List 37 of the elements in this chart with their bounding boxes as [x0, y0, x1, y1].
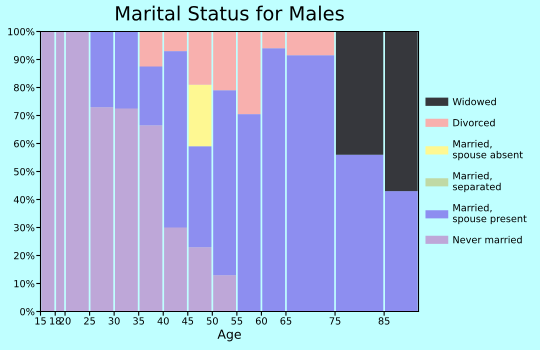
x-tick-label: 65 — [280, 317, 292, 325]
x-tick-label: 20 — [60, 317, 71, 325]
y-tick-label: 90% — [14, 56, 34, 64]
y-tick-label: 60% — [14, 140, 34, 148]
x-tick-label: 85 — [378, 317, 390, 325]
x-tick-label: 18 — [50, 317, 61, 325]
x-tick-label: 60 — [256, 317, 267, 325]
y-tick-label: 40% — [14, 196, 34, 204]
x-tick-label: 45 — [182, 317, 194, 325]
chart-title: Marital Status for Males — [116, 6, 344, 21]
bar — [188, 84, 212, 146]
y-tick-label: 10% — [14, 280, 34, 288]
y-tick-label: 20% — [14, 252, 34, 260]
legend-label: Divorced — [453, 118, 495, 126]
x-tick-label: 25 — [84, 317, 95, 325]
y-tick-label: 70% — [14, 112, 34, 120]
bar — [66, 32, 89, 312]
x-tick-label: 15 — [35, 317, 46, 325]
x-tick-label: 75 — [330, 317, 340, 325]
x-axis-title: Age — [218, 330, 241, 342]
y-tick-label: 0% — [20, 308, 34, 316]
y-tick-label: 80% — [14, 84, 34, 92]
x-tick-label: 55 — [231, 317, 242, 325]
x-tick-label: 40 — [158, 317, 169, 325]
y-tick-label: 100% — [8, 28, 34, 36]
legend-label: Married, spouse present — [452, 204, 527, 224]
x-tick-label: 35 — [133, 317, 144, 325]
y-tick-label: 30% — [14, 224, 34, 232]
legend-label: Married, separated — [452, 172, 501, 192]
bar — [262, 48, 286, 312]
legend-label: Married, spouse absent — [452, 140, 523, 160]
x-tick-label: 30 — [108, 317, 120, 325]
bar — [262, 32, 286, 48]
legend-label: Never married — [453, 236, 522, 244]
y-tick-label: 50% — [14, 168, 34, 176]
x-tick-label: 50 — [206, 317, 218, 325]
legend-label: Widowed — [452, 98, 496, 106]
